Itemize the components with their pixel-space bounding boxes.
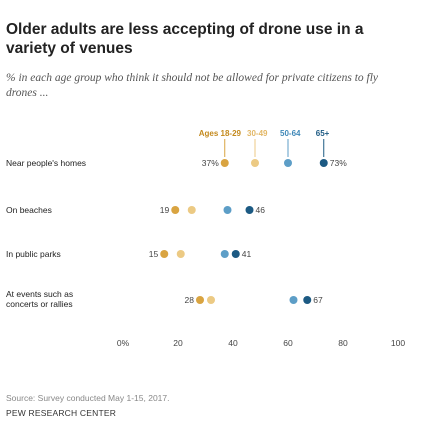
data-point: [231, 250, 240, 258]
legend: Ages 18-29 30-49 50-64 65+: [199, 129, 330, 157]
data-point: [171, 206, 180, 214]
legend-label: 65+: [316, 129, 330, 138]
data-point: [303, 296, 312, 304]
dot-plot: Ages 18-29 30-49 50-64 65+ Near people's ho…: [6, 129, 406, 348]
x-tick-label: 60: [283, 338, 293, 348]
data-point: [196, 296, 204, 304]
legend-label: 30-49: [247, 129, 268, 138]
value-label: 28: [185, 295, 195, 305]
chart-title: Older adults are less accepting of drone…: [6, 21, 364, 57]
plot-rows: Near people's homes 37% 73% On beaches 19 46 I…: [6, 158, 347, 309]
x-tick-label: 20: [173, 338, 183, 348]
data-point: [319, 159, 328, 167]
value-label: 15: [149, 249, 159, 259]
data-point: [187, 206, 196, 214]
data-point: [207, 296, 215, 304]
category-label: Near people's homes: [6, 158, 86, 168]
data-point: [220, 159, 229, 167]
value-label: 41: [242, 249, 252, 259]
data-point: [245, 206, 254, 214]
value-label: 67: [313, 295, 323, 305]
x-tick-label: 100: [391, 338, 405, 348]
value-label: 73%: [330, 158, 347, 168]
chart-subtitle: % in each age group who think it should …: [6, 72, 379, 99]
x-tick-label: 40: [228, 338, 238, 348]
data-point: [160, 250, 169, 258]
category-label: At events such as concerts or rallies: [6, 289, 73, 309]
data-point: [284, 159, 292, 167]
value-label: 37%: [202, 158, 219, 168]
x-tick-label: 0%: [117, 338, 130, 348]
data-point: [223, 206, 232, 214]
value-label: 46: [256, 205, 266, 215]
legend-label: 50-64: [280, 129, 301, 138]
x-tick-label: 80: [338, 338, 348, 348]
data-point: [251, 159, 259, 167]
data-point: [176, 250, 185, 258]
category-label: On beaches: [6, 205, 52, 215]
data-point: [220, 250, 229, 258]
category-label: In public parks: [6, 249, 61, 259]
legend-label: Ages 18-29: [199, 129, 242, 138]
brand-label: PEW RESEARCH CENTER: [6, 408, 117, 418]
source-note: Source: Survey conducted May 1-15, 2017.: [6, 393, 170, 403]
data-point: [289, 296, 298, 304]
value-label: 19: [160, 205, 170, 215]
x-axis: 0% 20 40 60 80 100: [117, 338, 406, 348]
